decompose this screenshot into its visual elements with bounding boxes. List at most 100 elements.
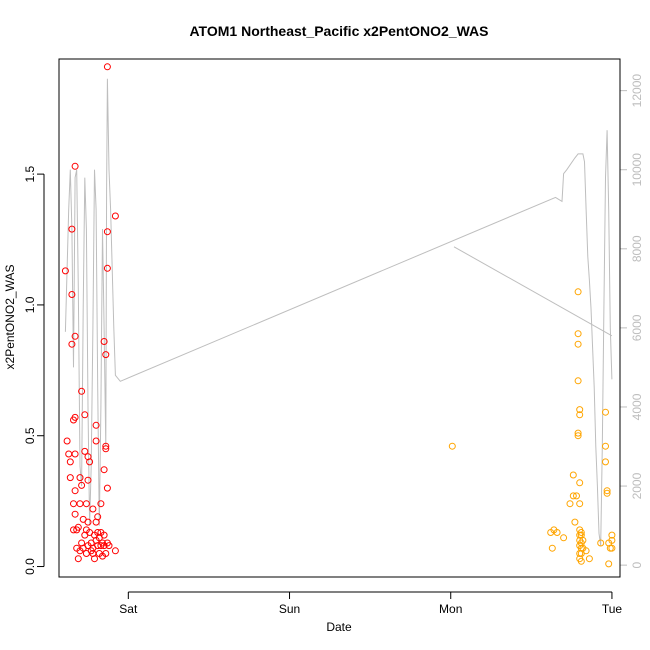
data-point <box>103 264 111 272</box>
data-point <box>560 534 568 542</box>
data-point <box>603 489 611 497</box>
data-point <box>103 484 111 492</box>
y-tick-label: 1.0 <box>23 296 37 313</box>
data-point <box>103 63 111 71</box>
y-tick-label: 1.5 <box>23 165 37 182</box>
data-point <box>71 487 79 495</box>
y-tick-label: 0.0 <box>23 558 37 575</box>
data-point <box>579 536 587 544</box>
data-point <box>86 458 94 466</box>
data-point <box>548 544 556 552</box>
altitude-line-1 <box>64 78 613 546</box>
data-point <box>71 510 79 518</box>
data-point <box>84 476 92 484</box>
right-axis-tick-label: 0 <box>630 561 644 568</box>
data-point <box>574 330 582 338</box>
y-tick-label: 0.5 <box>23 427 37 444</box>
data-point <box>448 442 456 450</box>
data-point <box>582 547 590 555</box>
x-tick-label: Sun <box>279 602 300 616</box>
data-point <box>68 340 76 348</box>
data-point <box>102 351 110 359</box>
data-point <box>573 492 580 500</box>
data-point <box>84 518 92 526</box>
data-point <box>100 466 108 474</box>
data-point <box>68 225 76 233</box>
data-point <box>71 413 79 421</box>
data-point <box>92 421 100 429</box>
x-tick-label: Mon <box>439 602 462 616</box>
data-point <box>605 560 613 568</box>
data-point <box>82 500 90 508</box>
plot-frame <box>58 58 621 578</box>
data-point <box>102 550 110 557</box>
data-point <box>70 500 77 508</box>
data-point <box>66 458 74 466</box>
data-point <box>89 505 97 513</box>
data-point <box>61 267 69 275</box>
data-point <box>574 288 582 296</box>
data-point <box>111 547 119 555</box>
data-point <box>66 474 74 482</box>
data-point <box>74 555 82 563</box>
data-point <box>569 492 577 500</box>
right-axis-tick-label: 4000 <box>630 393 644 420</box>
data-point <box>608 544 616 552</box>
data-point <box>602 458 609 466</box>
axes: Sat Sun Mon Tue 0.0 0.5 1.0 1.5 0 2000 4000 6000 800… <box>23 74 644 616</box>
data-point <box>553 529 561 536</box>
right-axis-tick-label: 2000 <box>630 472 644 499</box>
data-point <box>577 557 585 565</box>
data-point <box>608 536 616 544</box>
data-point <box>574 429 582 437</box>
data-point <box>569 471 577 479</box>
data-point <box>603 487 611 495</box>
data-points <box>61 63 616 568</box>
data-point <box>71 162 79 170</box>
chart-title: ATOM1 Northeast_Pacific x2PentONO2_WAS <box>189 23 488 39</box>
data-point <box>102 445 110 453</box>
data-point <box>65 450 73 458</box>
data-point <box>74 523 82 531</box>
right-axis-tick-label: 6000 <box>630 314 644 341</box>
data-point <box>105 542 113 550</box>
data-point <box>63 437 71 445</box>
data-point <box>78 481 86 489</box>
data-point <box>68 291 76 298</box>
data-point <box>574 432 582 440</box>
data-point <box>566 500 574 508</box>
data-point <box>91 555 98 563</box>
data-point <box>602 408 609 416</box>
x-tick-label: Sat <box>119 602 138 616</box>
data-point <box>576 479 584 487</box>
data-point <box>576 500 584 508</box>
data-point <box>71 450 79 458</box>
data-point <box>602 442 609 450</box>
data-point <box>71 332 79 340</box>
data-point <box>81 447 89 455</box>
data-point <box>78 387 86 395</box>
data-point <box>81 411 89 419</box>
data-point <box>111 212 119 220</box>
right-axis-tick-label: 12000 <box>630 74 644 108</box>
data-point <box>574 377 582 385</box>
x-axis-label: Date <box>326 620 352 634</box>
series-1 <box>61 63 119 563</box>
data-point <box>97 500 105 508</box>
data-point <box>100 531 108 539</box>
x-tick-label: Tue <box>602 602 623 616</box>
data-point <box>574 340 582 348</box>
series-2 <box>448 288 616 568</box>
data-point <box>608 531 616 539</box>
data-point <box>576 411 584 419</box>
data-point <box>100 338 108 345</box>
data-point <box>571 518 579 526</box>
data-point <box>577 529 585 536</box>
data-point <box>103 228 111 236</box>
data-point <box>597 539 605 547</box>
altitude-trace <box>64 78 613 546</box>
data-point <box>585 555 593 563</box>
data-point <box>92 437 100 445</box>
data-point <box>576 406 584 414</box>
